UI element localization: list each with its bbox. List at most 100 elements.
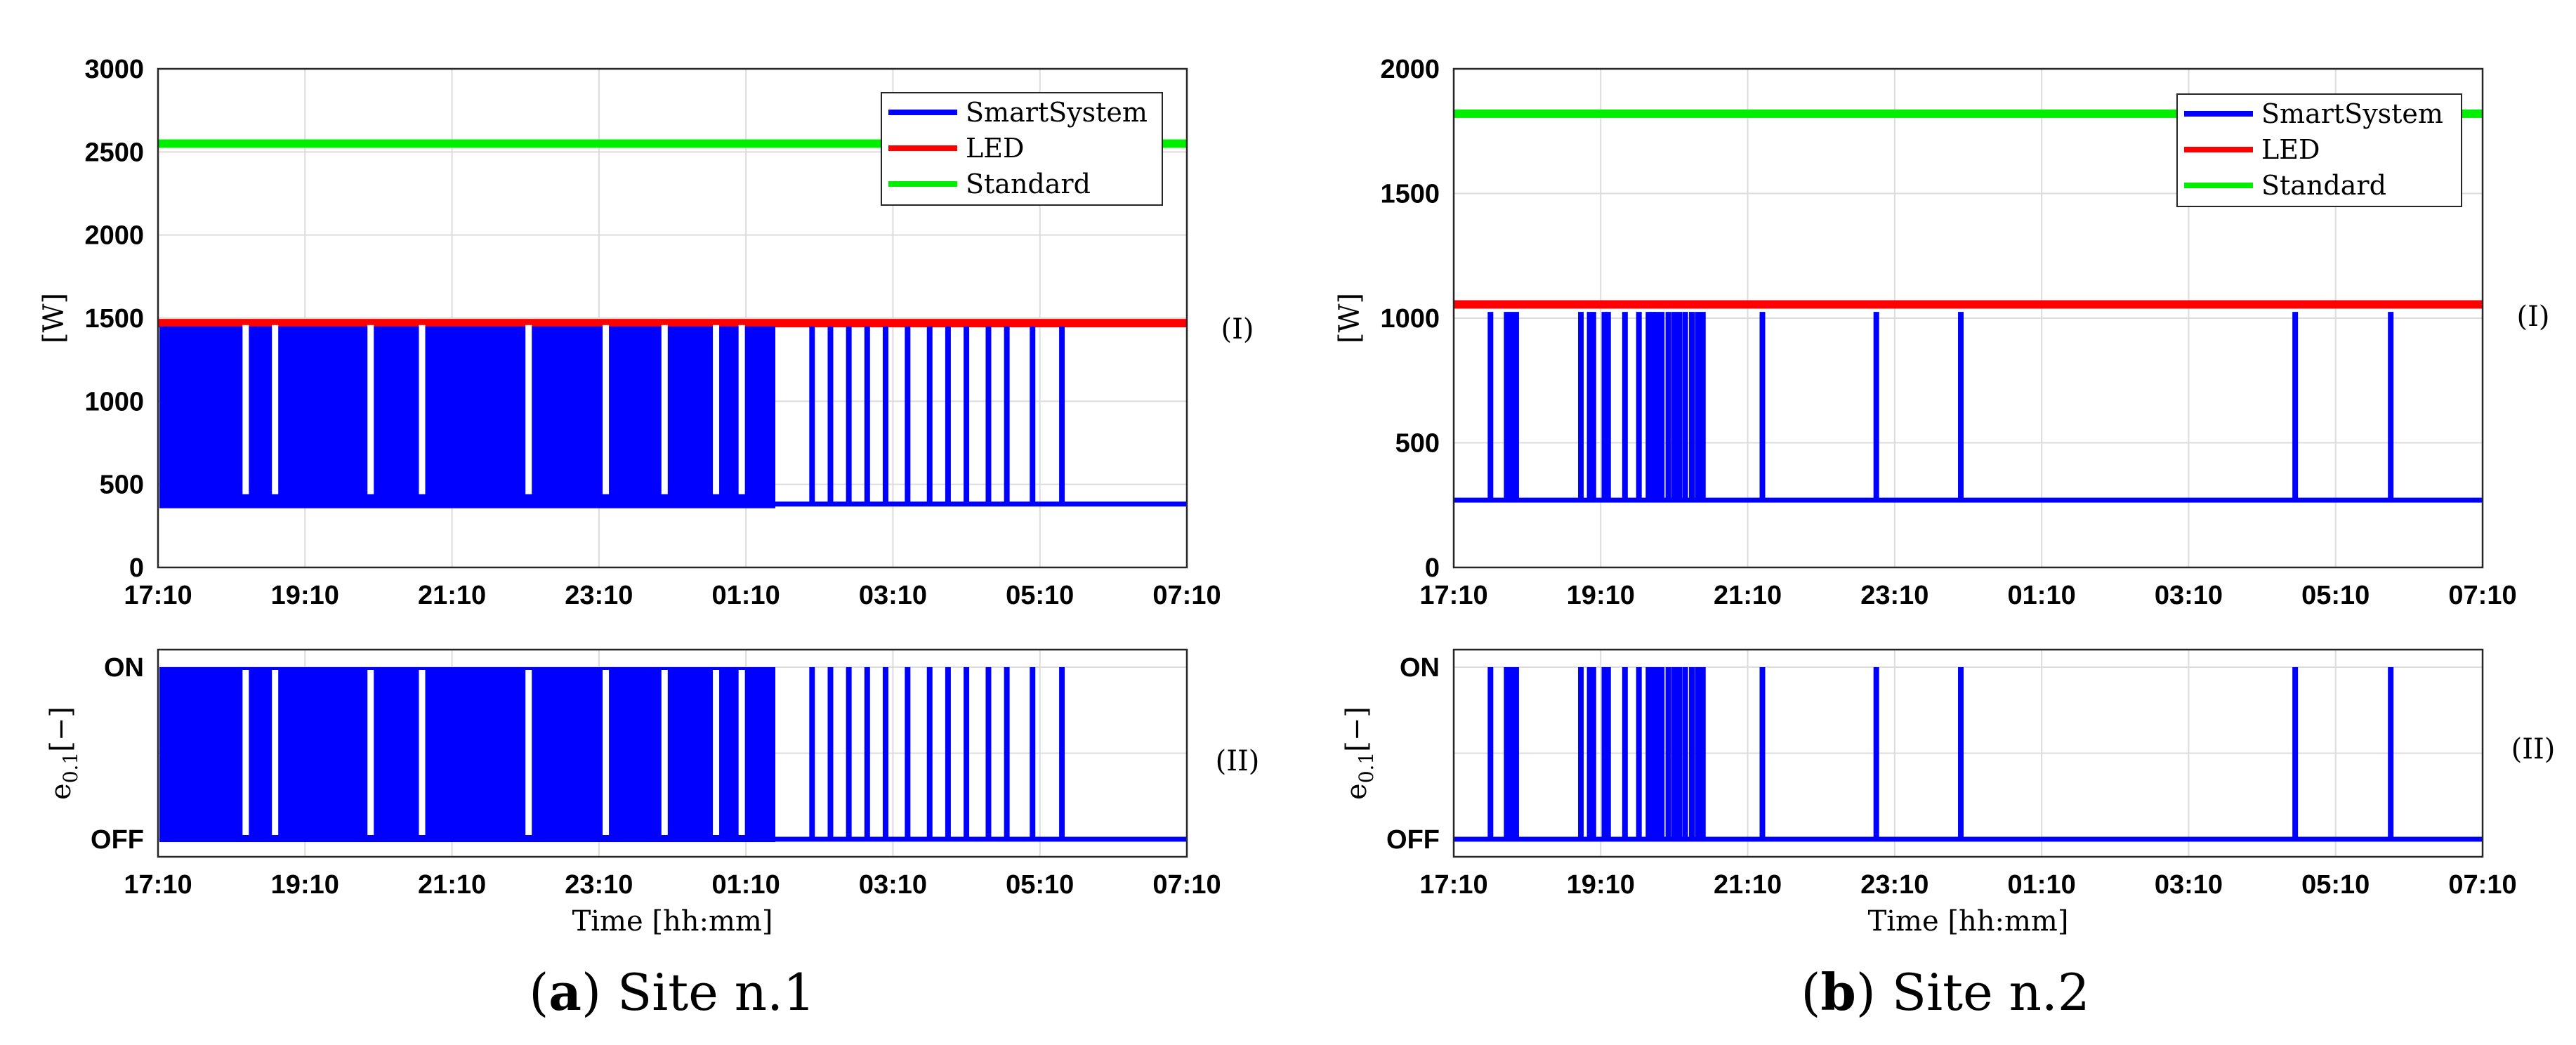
caption-open: (: [529, 963, 548, 1022]
legend-label-smartsystem: SmartSystem: [2261, 98, 2443, 129]
smartsystem-pulse: [1695, 312, 1701, 501]
x-tick-label: 19:10: [1567, 870, 1635, 900]
smartsystem-pulse: [2292, 312, 2299, 501]
smartsystem-pulse: [1958, 312, 1964, 501]
y-tick-label-on: ON: [1400, 653, 1440, 683]
caption-letter: a: [548, 962, 581, 1022]
panel-roman-label: (I): [1221, 313, 1254, 346]
smartsystem-pulse: [1676, 312, 1683, 501]
caption-close: ): [581, 963, 617, 1022]
power-plot: 17:10 19:10 21:10 23:10 01:10 03:10 05:10 07:10…: [1334, 55, 2550, 610]
x-tick-label: 03:10: [859, 581, 927, 610]
y-tick-label: 0: [129, 553, 144, 583]
y-tick-label: 2000: [84, 221, 144, 251]
x-tick-label: 01:10: [2008, 581, 2076, 610]
state-pulse: [1004, 667, 1010, 839]
smartsystem-pulse: [2388, 312, 2394, 501]
plot-frame: [1452, 67, 2484, 569]
y-axis-label: [W]: [1334, 293, 1366, 343]
smartsystem-pulse: [1682, 312, 1688, 501]
plot-frame: [157, 67, 1188, 569]
smartsystem-pulse: [985, 326, 992, 503]
smartsystem-pulse: [1504, 312, 1510, 501]
state-pulse: [1513, 667, 1519, 839]
y-tick-label: 500: [100, 471, 144, 500]
y-tick-label-off: OFF: [1386, 825, 1440, 855]
legend-label-standard: Standard: [966, 169, 1091, 199]
x-tick-label: 01:10: [712, 581, 780, 610]
smartsystem-gap: [525, 324, 532, 494]
x-tick-label: 19:10: [1567, 581, 1635, 610]
state-pulse: [809, 667, 815, 839]
x-tick-label: 21:10: [1714, 581, 1782, 610]
panel-roman-label: (II): [2511, 733, 2556, 765]
state-pulse: [1665, 667, 1671, 839]
y-tick-label: 3000: [84, 55, 144, 84]
series-led-line: [158, 319, 1187, 328]
state-pulse: [1645, 667, 1652, 839]
state-pulse: [2292, 667, 2299, 839]
state-y-axis-label-unit: [−]: [45, 706, 77, 752]
state-pulse: [882, 667, 888, 839]
smartsystem-pulse: [1645, 312, 1652, 501]
state-pulse: [1508, 667, 1514, 839]
smartsystem-pulse: [882, 326, 888, 503]
state-gap: [738, 670, 745, 835]
state-gap: [603, 670, 610, 835]
y-tick-label: 1500: [1380, 180, 1440, 209]
power-plot: 17:10 19:10 21:10 23:10 01:10 03:10 05:10 07:10…: [38, 55, 1254, 610]
smartsystem-pulse: [1873, 312, 1879, 501]
state-pulse: [945, 667, 951, 839]
smartsystem-gap: [419, 324, 426, 494]
smartsystem-pulse: [1586, 312, 1593, 501]
state-pulse: [926, 667, 933, 839]
x-tick-label: 19:10: [271, 581, 339, 610]
smartsystem-pulse: [1513, 312, 1519, 501]
state-pulse: [1759, 667, 1766, 839]
legend-label-standard: Standard: [2261, 170, 2386, 201]
x-tick-label: 05:10: [2301, 581, 2370, 610]
x-tick-label: 21:10: [418, 870, 486, 900]
series-smartsystem-trace: [1454, 312, 2483, 503]
state-pulse: [1605, 667, 1611, 839]
panel-roman-label: (II): [1216, 745, 1260, 777]
smartsystem-pulse: [1601, 312, 1608, 501]
smartsystem-pulse: [1653, 312, 1660, 501]
y-tick-label: 0: [1425, 553, 1440, 583]
x-tick-label: 07:10: [2448, 581, 2516, 610]
x-tick-label: 23:10: [565, 581, 633, 610]
state-y-axis-label-sub: 0.1: [59, 752, 82, 784]
smartsystem-pulse: [964, 326, 970, 503]
smartsystem-gap: [242, 324, 249, 494]
state-pulse: [1695, 667, 1701, 839]
y-tick-label-off: OFF: [91, 825, 144, 855]
series-led-line: [1454, 300, 2483, 309]
smartsystem-gap: [272, 324, 279, 494]
state-pulse: [1958, 667, 1964, 839]
legend: SmartSystem LED Standard: [2176, 93, 2462, 207]
y-tick-label: 1000: [1380, 304, 1440, 334]
smartsystem-pulse: [1487, 312, 1494, 501]
smartsystem-pulse: [926, 326, 933, 503]
panel-caption: (b) Site n.2: [1801, 962, 2089, 1022]
state-y-axis-label-main: e: [1341, 783, 1373, 800]
state-pulse: [827, 667, 834, 839]
state-gap: [242, 670, 249, 835]
smartsystem-pulse: [1605, 312, 1611, 501]
plot-frame: [157, 648, 1188, 858]
state-pulse: [1601, 667, 1608, 839]
x-tick-label: 21:10: [418, 581, 486, 610]
smartsystem-pulse: [1030, 326, 1036, 503]
state-gap: [661, 670, 668, 835]
state-pulse: [2388, 667, 2394, 839]
state-pulse: [1650, 667, 1656, 839]
y-tick-label: 2500: [84, 138, 144, 167]
caption-letter: b: [1820, 962, 1855, 1022]
state-y-axis-label-sub: 0.1: [1355, 752, 1378, 784]
smartsystem-pulse: [1622, 312, 1628, 501]
state-gap: [525, 670, 532, 835]
x-tick-label: 17:10: [1419, 581, 1487, 610]
x-axis-label: Time [hh:mm]: [1868, 905, 2069, 938]
state-gap: [713, 670, 720, 835]
